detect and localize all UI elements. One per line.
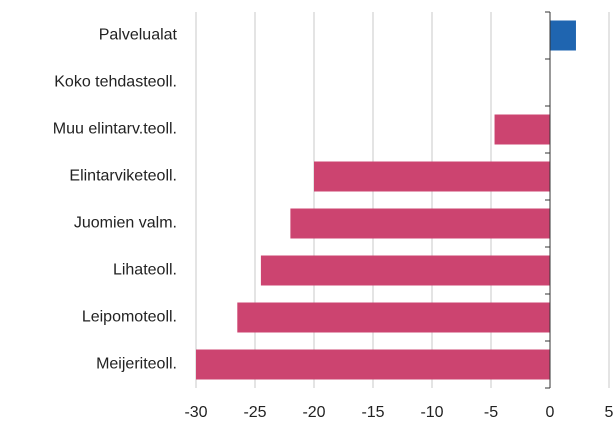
bar	[314, 161, 550, 192]
x-tick-label: -5	[484, 404, 498, 421]
bar	[550, 20, 576, 51]
x-tick-label: -15	[361, 404, 384, 421]
x-tick-label: -25	[243, 404, 266, 421]
bar	[237, 302, 551, 333]
y-tick-label: Elintarviketeoll.	[69, 168, 177, 185]
x-tick-label: -10	[420, 404, 443, 421]
y-tick-label: Leipomoteoll.	[82, 309, 177, 326]
y-tick-label: Lihateoll.	[113, 262, 177, 279]
x-tick-label: -20	[302, 404, 325, 421]
y-tick-label: Palvelualat	[99, 27, 178, 44]
bar	[196, 349, 550, 380]
y-tick-label: Juomien valm.	[74, 215, 177, 232]
y-tick-label: Koko tehdasteoll.	[54, 74, 177, 91]
x-tick-label: -30	[184, 404, 207, 421]
bar	[290, 208, 550, 239]
x-tick-label: 0	[546, 404, 555, 421]
x-tick-label: 5	[605, 404, 614, 421]
y-tick-label: Muu elintarv.teoll.	[53, 121, 177, 138]
y-tick-label: Meijeriteoll.	[96, 356, 177, 373]
bar	[494, 114, 550, 145]
bar	[260, 255, 550, 286]
